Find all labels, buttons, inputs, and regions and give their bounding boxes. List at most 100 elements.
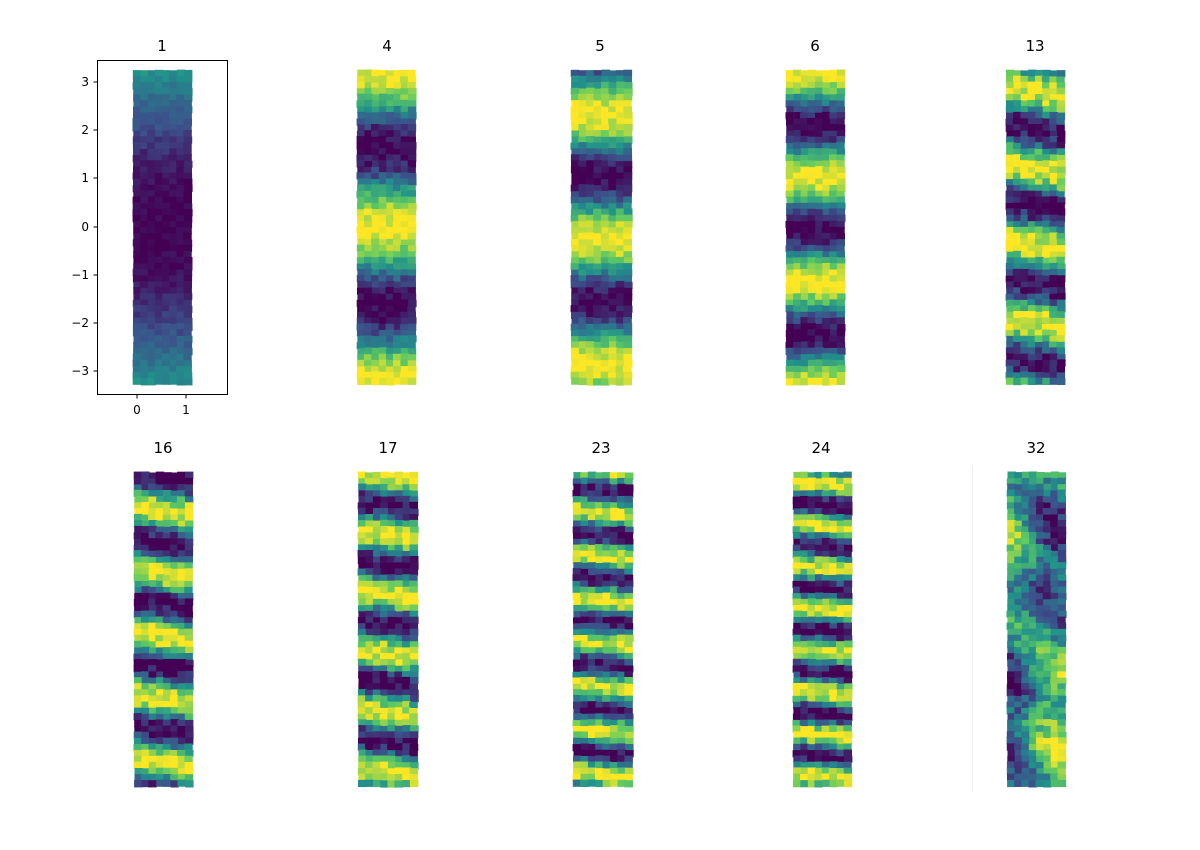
strip-cell	[184, 622, 193, 631]
strip-cell	[169, 148, 178, 156]
strip-panel-23	[572, 471, 634, 788]
strip-cell	[1007, 592, 1016, 600]
strip-cell	[184, 617, 193, 625]
strip-cell	[608, 251, 618, 259]
strip-cell	[792, 378, 802, 386]
strip-cell	[615, 94, 625, 102]
strip-cell	[183, 136, 193, 144]
strip-cell	[379, 658, 389, 667]
strip-cell	[371, 329, 380, 337]
strip-cell	[785, 299, 794, 307]
strip-cell	[169, 550, 179, 558]
strip-cell	[624, 490, 634, 498]
strip-cell	[1043, 502, 1053, 510]
strip-cell	[155, 526, 165, 534]
strip-cell	[807, 342, 816, 350]
strip-cell	[587, 665, 597, 673]
strip-cell	[400, 299, 409, 307]
strip-cell	[170, 774, 179, 782]
strip-cell	[624, 647, 634, 655]
strip-cell	[829, 635, 838, 643]
strip-cell	[1013, 100, 1022, 108]
strip-cell	[1042, 245, 1051, 253]
strip-cell	[594, 526, 604, 534]
strip-cell	[822, 311, 831, 319]
strip-cell	[593, 185, 603, 193]
strip-cell	[587, 562, 596, 570]
strip-cell	[393, 251, 402, 259]
strip-cell	[395, 659, 404, 667]
strip-cell	[807, 719, 817, 727]
strip-cell	[1006, 478, 1016, 486]
strip-cell	[1007, 483, 1016, 491]
strip-cell	[373, 610, 382, 619]
strip-cell	[586, 330, 596, 338]
strip-cell	[578, 112, 588, 120]
strip-cell	[1027, 251, 1036, 259]
strip-cell	[1006, 353, 1015, 361]
strip-cell	[154, 372, 164, 380]
strip-cell	[1042, 335, 1051, 343]
strip-cell	[594, 256, 603, 265]
strip-cell	[624, 774, 633, 782]
strip-cell	[786, 208, 795, 216]
strip-cell	[141, 671, 150, 679]
strip-cell	[836, 526, 846, 534]
strip-cell	[162, 372, 171, 380]
strip-cell	[132, 353, 142, 361]
strip-cell	[807, 329, 816, 337]
strip-cell	[844, 501, 853, 509]
strip-cell	[800, 173, 809, 181]
strip-cell	[1056, 233, 1065, 241]
strip-cell	[624, 610, 634, 618]
strip-cell	[1056, 76, 1065, 84]
strip-cell	[615, 184, 625, 192]
strip-cell	[800, 641, 810, 649]
strip-cell	[184, 574, 193, 582]
strip-cell	[792, 544, 802, 552]
strip-cell	[843, 538, 852, 546]
strip-cell	[578, 377, 588, 386]
strip-cell	[602, 671, 612, 679]
strip-cell	[610, 773, 619, 781]
strip-cell	[1043, 586, 1052, 594]
strip-cell	[572, 671, 582, 679]
strip-cell	[356, 317, 366, 325]
strip-cell	[610, 713, 619, 721]
strip-cell	[1035, 293, 1044, 301]
strip-cell	[365, 622, 374, 630]
strip-cell	[1013, 378, 1022, 386]
strip-cell	[365, 677, 374, 685]
strip-cell	[793, 106, 803, 114]
strip-cell	[829, 731, 838, 740]
strip-cell	[786, 317, 795, 325]
strip-cell	[141, 471, 150, 479]
strip-cell	[393, 323, 403, 331]
strip-cell	[386, 197, 395, 205]
strip-cell	[786, 263, 795, 271]
strip-cell	[363, 142, 373, 150]
strip-cell	[829, 208, 838, 216]
strip-cell	[170, 634, 179, 642]
strip-cell	[822, 335, 832, 343]
strip-cell	[578, 232, 587, 240]
strip-cell	[385, 136, 395, 145]
strip-cell	[169, 580, 179, 588]
strip-cell	[400, 69, 409, 78]
strip-cell	[587, 719, 596, 727]
x-tick-label-0: 0	[133, 403, 141, 417]
strip-cell	[155, 659, 165, 667]
strip-cell	[162, 744, 171, 752]
strip-cell	[814, 780, 823, 788]
strip-cell	[571, 203, 580, 211]
strip-cell	[1029, 768, 1038, 776]
strip-cell	[572, 659, 582, 667]
strip-cell	[578, 160, 587, 168]
strip-cell	[1057, 774, 1066, 782]
strip-cell	[1021, 653, 1030, 661]
strip-cell	[1013, 305, 1022, 313]
strip-cell	[184, 532, 194, 540]
strip-cell	[807, 472, 817, 480]
strip-cell	[1005, 154, 1015, 162]
strip-cell	[147, 190, 156, 198]
